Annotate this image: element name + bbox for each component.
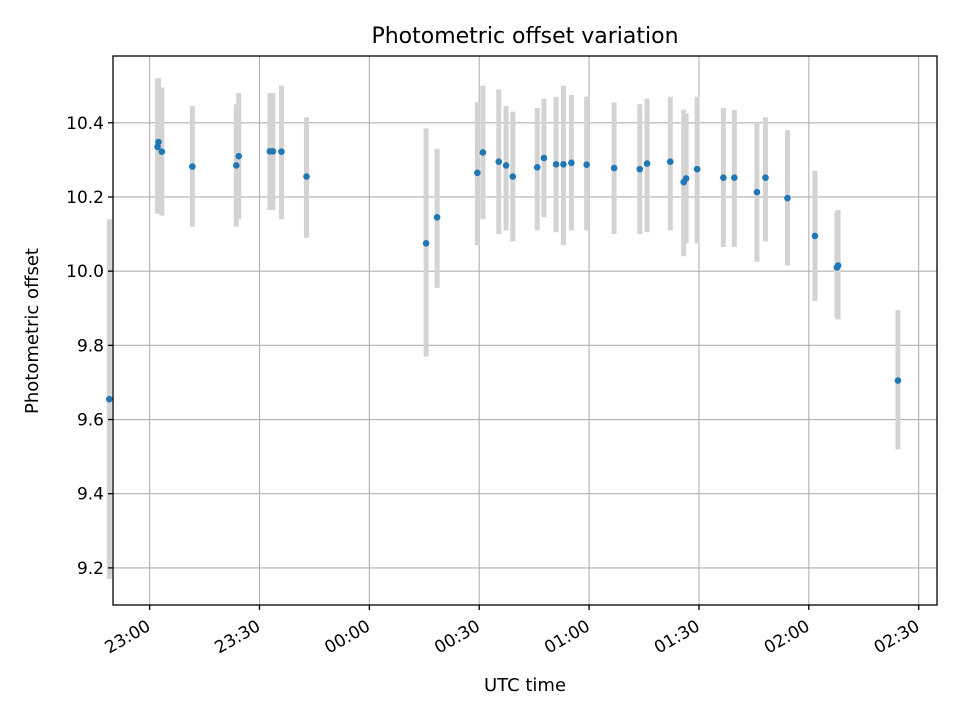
data-point [495,158,503,166]
y-tick-label: 9.8 [77,336,104,356]
y-tick-label: 10.4 [66,114,104,134]
data-point [834,262,842,269]
data-point [610,164,618,172]
data-point [666,158,674,166]
data-point [232,162,240,169]
chart-title: Photometric offset variation [371,24,678,49]
data-point [509,173,517,180]
data-point [784,194,791,202]
y-tick-label: 9.2 [77,559,104,579]
plot-area-frame [112,55,938,606]
y-axis-label: Photometric offset [22,248,43,414]
data-point [235,152,243,160]
data-point [753,188,761,196]
data-point [269,148,277,155]
data-point [583,161,590,168]
data-point [560,161,567,168]
data-point [540,154,548,162]
y-tick-label: 10.2 [66,188,104,208]
data-points [106,138,902,403]
data-point [731,174,738,181]
data-point [502,162,510,169]
data-point [106,395,113,403]
data-point [682,175,690,182]
data-point [643,160,651,167]
data-point [533,163,541,171]
data-point [693,165,701,173]
data-point [568,159,575,167]
y-tick-label: 9.6 [77,411,104,431]
y-tick-label: 10.0 [66,262,104,282]
data-point [552,161,560,168]
data-point [720,174,727,181]
data-point [811,232,819,240]
data-point [278,148,285,156]
data-point [433,214,441,221]
data-point [189,163,196,170]
y-tick-label: 9.4 [77,485,104,505]
data-point [636,165,644,173]
x-axis-label: UTC time [484,675,566,696]
data-point [894,377,902,384]
data-point [155,138,162,146]
data-point [479,149,487,156]
data-point [762,174,769,181]
data-point [474,169,481,177]
data-point [422,240,430,247]
data-point [303,173,310,180]
data-point [158,148,166,156]
